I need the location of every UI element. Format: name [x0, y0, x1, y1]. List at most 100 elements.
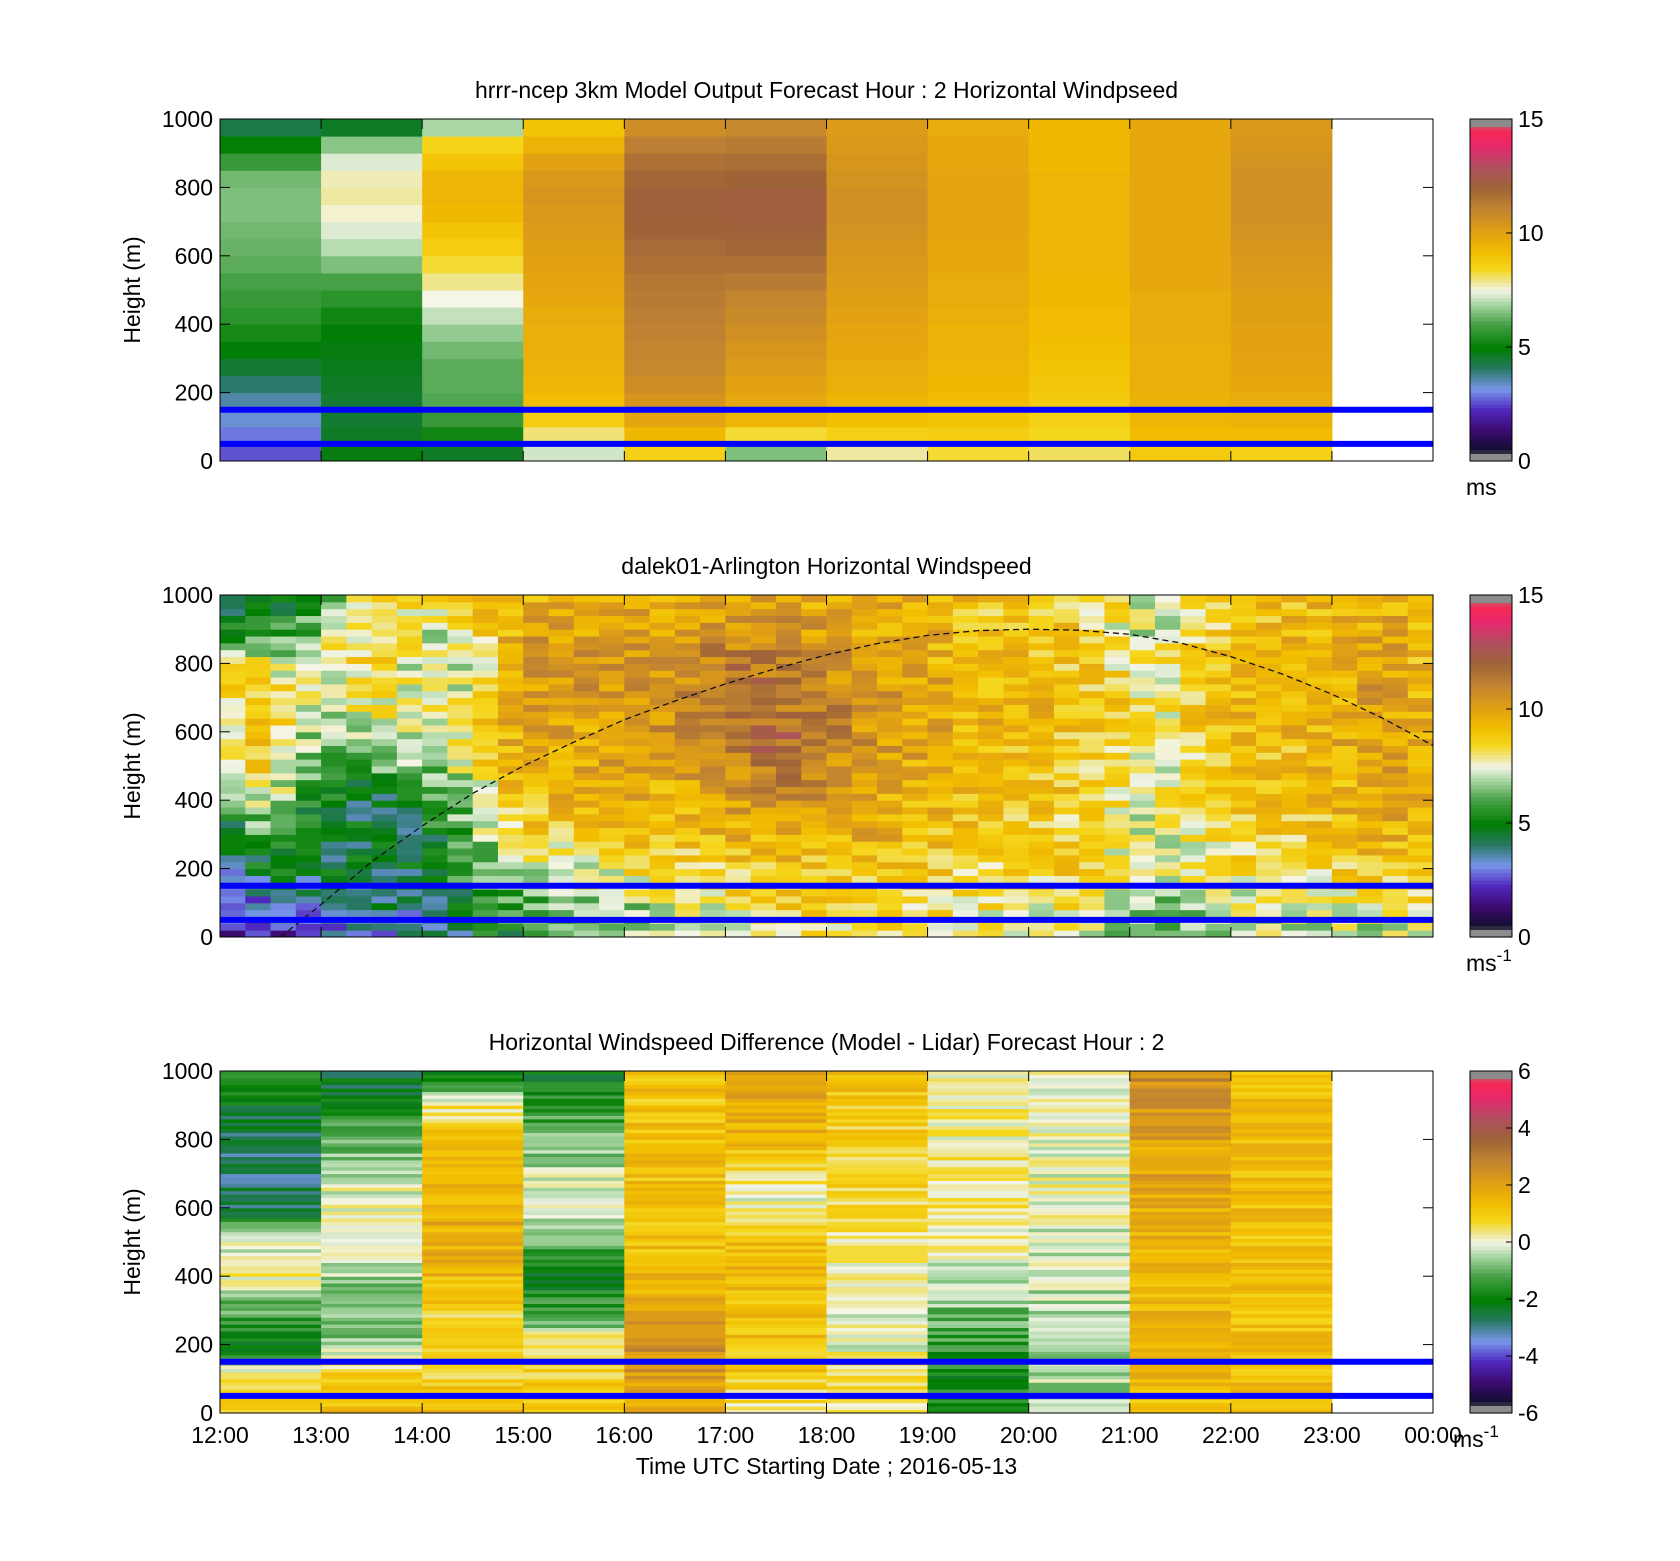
- heat-cell: [1129, 930, 1156, 938]
- heat-cell: [321, 1122, 423, 1127]
- heat-cell: [523, 1129, 625, 1134]
- heat-cell: [902, 663, 929, 671]
- colorbar-segment: [1470, 183, 1512, 188]
- x-tick-label: 17:00: [697, 1422, 755, 1448]
- heat-cell: [952, 704, 979, 712]
- heat-cell: [1028, 119, 1131, 137]
- heat-cell: [422, 1200, 524, 1205]
- heat-cell: [599, 622, 625, 630]
- heat-cell: [826, 1149, 929, 1154]
- heat-cell: [523, 1173, 625, 1178]
- heat-cell: [1053, 841, 1080, 849]
- heat-cell: [220, 1071, 322, 1075]
- heat-cell: [1306, 724, 1333, 733]
- heat-cell: [1230, 375, 1333, 394]
- heat-cell: [1028, 1399, 1131, 1404]
- heat-cell: [624, 1337, 726, 1342]
- heat-cell: [624, 1084, 726, 1089]
- heat-cell: [927, 1228, 1030, 1233]
- heat-cell: [422, 375, 524, 394]
- heat-cell: [321, 1279, 423, 1284]
- heat-cell: [624, 1293, 726, 1298]
- heat-cell: [826, 793, 853, 801]
- heat-cell: [851, 601, 878, 610]
- heat-cell: [321, 1265, 423, 1270]
- heat-cell: [396, 629, 423, 637]
- heat-cell: [220, 608, 246, 617]
- colorbar-segment: [1470, 731, 1512, 737]
- heat-cell: [927, 772, 954, 781]
- heat-cell: [1230, 1074, 1333, 1079]
- heat-cell: [674, 868, 701, 876]
- heat-cell: [1230, 1149, 1333, 1154]
- heat-cell: [1230, 875, 1257, 883]
- heat-cell: [1230, 1077, 1333, 1082]
- heat-cell: [674, 738, 701, 746]
- heat-cell: [1053, 752, 1080, 760]
- heat-cell: [725, 1177, 827, 1181]
- heat-cell: [1331, 813, 1358, 822]
- colorbar-segment: [1470, 1154, 1512, 1159]
- heat-cell: [220, 1341, 322, 1346]
- heat-cell: [523, 255, 625, 274]
- heat-cell: [826, 1218, 929, 1222]
- colorbar-segment: [1470, 312, 1512, 318]
- heat-cell: [346, 738, 373, 746]
- colorbar-segment: [1470, 876, 1512, 881]
- colorbar-segment: [1470, 331, 1512, 337]
- colorbar-segment: [1470, 358, 1512, 363]
- heat-cell: [321, 1139, 423, 1144]
- heat-cell: [295, 772, 322, 781]
- colorbar-segment: [1470, 381, 1512, 386]
- heat-cell: [295, 711, 322, 719]
- heat-cell: [952, 854, 979, 863]
- heat-cell: [321, 392, 423, 411]
- heat-cell: [422, 670, 448, 678]
- heat-cell: [1129, 1255, 1232, 1260]
- heat-cell: [801, 766, 827, 774]
- heat-cell: [573, 868, 600, 876]
- heat-cell: [472, 909, 499, 917]
- colorbar-segment: [1470, 743, 1512, 748]
- heat-cell: [1129, 656, 1156, 664]
- heat-cell: [1331, 690, 1358, 699]
- heat-cell: [422, 1368, 524, 1373]
- heat-cell: [725, 1101, 827, 1106]
- heat-cell: [1180, 731, 1207, 740]
- heat-cell: [952, 841, 979, 849]
- colorbar-segment: [1470, 1238, 1512, 1243]
- heat-cell: [1230, 1163, 1333, 1168]
- heat-cell: [472, 895, 499, 904]
- heat-cell: [321, 923, 347, 931]
- heat-cell: [1104, 895, 1131, 904]
- heat-cell: [1205, 677, 1232, 685]
- heat-cell: [548, 731, 575, 740]
- heat-cell: [1028, 1204, 1131, 1209]
- heat-cell: [472, 677, 499, 685]
- heat-cell: [624, 854, 651, 863]
- colorbar-unit: ms: [1466, 474, 1497, 500]
- heat-cell: [371, 595, 398, 603]
- heat-cell: [523, 1221, 625, 1226]
- heat-cell: [1306, 841, 1333, 849]
- heat-cell: [220, 1375, 322, 1380]
- heat-cell: [396, 786, 423, 794]
- heat-cell: [1256, 629, 1282, 637]
- colorbar-tick-label: 5: [1518, 810, 1531, 836]
- heat-cell: [220, 841, 246, 849]
- heat-cell: [523, 1252, 625, 1257]
- heat-cell: [321, 307, 423, 325]
- heat-cell: [523, 930, 550, 938]
- heat-cell: [725, 1105, 827, 1110]
- heat-cell: [321, 1354, 423, 1359]
- heat-cell: [1129, 909, 1156, 917]
- heat-cell: [321, 875, 347, 883]
- heat-cell: [295, 677, 322, 685]
- heat-cell: [700, 615, 726, 623]
- colorbar-segment: [1470, 1340, 1512, 1346]
- heat-cell: [826, 1135, 929, 1140]
- heat-cell: [978, 813, 1004, 822]
- colorbar-tick-label: 2: [1518, 1172, 1531, 1198]
- heat-cell: [927, 1071, 1030, 1075]
- heat-cell: [422, 827, 448, 835]
